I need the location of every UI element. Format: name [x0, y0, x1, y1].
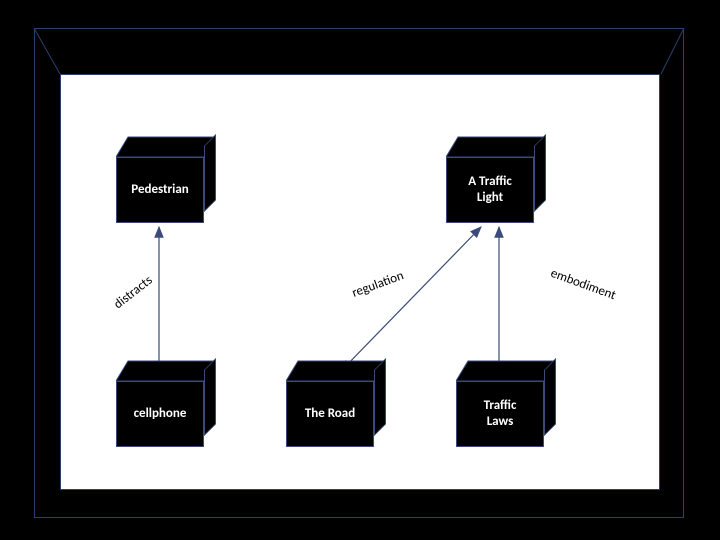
node-cellphone: cellphone — [116, 359, 216, 447]
node-traffic-laws-label: TrafficLaws — [456, 381, 544, 447]
node-pedestrian-label: Pedestrian — [116, 157, 204, 223]
edge-label-regulation: regulation — [350, 268, 406, 300]
node-cellphone-label: cellphone — [116, 381, 204, 447]
node-traffic-light: A TrafficLight — [446, 135, 546, 223]
node-the-road: The Road — [286, 359, 386, 447]
node-traffic-light-label: A TrafficLight — [446, 157, 534, 223]
edge-label-embodiment: embodiment — [548, 266, 617, 303]
edge-label-distracts: distracts — [111, 273, 155, 312]
node-pedestrian: Pedestrian — [116, 135, 216, 223]
frame-right-face — [661, 74, 684, 518]
diagram-panel: Pedestrian A TrafficLight cellphone The … — [60, 74, 660, 490]
node-the-road-label: The Road — [286, 381, 374, 447]
edge-regulation — [341, 227, 481, 371]
frame-bottom-face — [34, 490, 684, 518]
node-traffic-laws: TrafficLaws — [456, 359, 556, 447]
